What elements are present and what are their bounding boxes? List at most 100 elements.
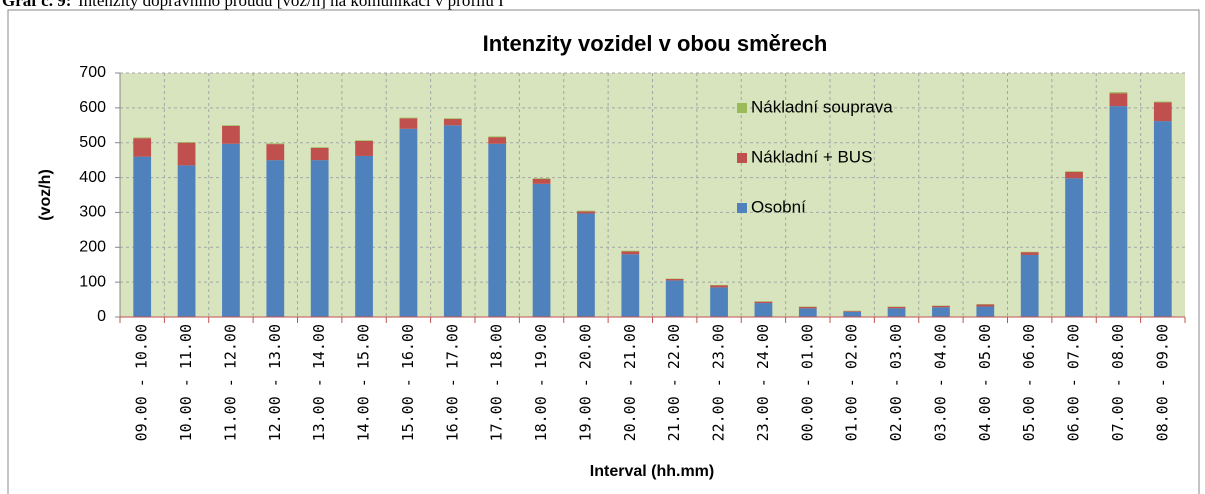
x-tick-label: 04.00 - 05.00 bbox=[976, 324, 994, 441]
x-tick-label: 07.00 - 08.00 bbox=[1109, 324, 1127, 441]
bar-segment bbox=[399, 118, 418, 129]
x-tick-label: 00.00 - 01.00 bbox=[798, 324, 816, 441]
x-tick-label: 10.00 - 11.00 bbox=[177, 324, 195, 441]
bar-segment bbox=[177, 142, 196, 166]
bar-segment bbox=[488, 143, 507, 317]
x-tick-label: 12.00 - 13.00 bbox=[266, 324, 284, 441]
x-tick-label: 15.00 - 16.00 bbox=[399, 324, 417, 441]
bar-segment bbox=[843, 311, 862, 317]
bar-segment bbox=[577, 213, 595, 317]
x-tick-label: 09.00 - 10.00 bbox=[133, 324, 151, 441]
y-tick-label: 100 bbox=[79, 273, 106, 290]
bar-segment bbox=[887, 306, 906, 309]
bar-segment bbox=[1020, 252, 1039, 255]
x-tick-label: 19.00 - 20.00 bbox=[576, 324, 594, 441]
x-tick-label: 06.00 - 07.00 bbox=[1065, 324, 1083, 441]
bar-segment bbox=[932, 307, 950, 317]
bar-segment bbox=[133, 138, 152, 157]
bar-segment bbox=[266, 160, 285, 317]
bar-segment bbox=[133, 156, 152, 317]
bar-segment bbox=[843, 311, 862, 312]
bar-segment bbox=[621, 250, 640, 252]
bar-segment bbox=[266, 144, 285, 161]
x-tick-label: 16.00 - 17.00 bbox=[443, 324, 461, 441]
bar-segment bbox=[887, 308, 906, 317]
bar-segment bbox=[443, 119, 462, 126]
bar-segment bbox=[798, 306, 817, 309]
bar-segment bbox=[532, 178, 551, 179]
legend-label: Nákladní souprava bbox=[751, 97, 893, 116]
bar-segment bbox=[621, 251, 640, 255]
bar-segment bbox=[1065, 171, 1083, 179]
bar-segment bbox=[532, 178, 551, 184]
legend-swatch bbox=[737, 103, 747, 113]
bar-segment bbox=[443, 118, 462, 120]
bar-segment bbox=[1153, 102, 1172, 122]
bar-segment bbox=[621, 254, 640, 317]
x-tick-label: 05.00 - 06.00 bbox=[1020, 324, 1038, 441]
bar-segment bbox=[665, 280, 684, 317]
bar-segment bbox=[310, 147, 329, 148]
y-tick-label: 600 bbox=[79, 99, 106, 116]
x-tick-label: 02.00 - 03.00 bbox=[887, 324, 905, 441]
bar-segment bbox=[710, 285, 728, 288]
legend-label: Nákladní + BUS bbox=[751, 147, 872, 166]
bar-segment bbox=[1153, 121, 1172, 317]
bar-segment bbox=[355, 140, 373, 141]
legend-swatch bbox=[737, 153, 747, 163]
bar-segment bbox=[1065, 178, 1083, 317]
bar-segment bbox=[1109, 92, 1128, 94]
bar-segment bbox=[133, 137, 152, 139]
bar-segment bbox=[399, 117, 418, 119]
x-tick-label: 21.00 - 22.00 bbox=[665, 324, 683, 441]
x-tick-label: 03.00 - 04.00 bbox=[931, 324, 949, 441]
bar-segment bbox=[488, 136, 507, 138]
bar-segment bbox=[976, 306, 995, 317]
bar-segment bbox=[177, 142, 196, 143]
bar-segment bbox=[754, 303, 773, 317]
bar-segment bbox=[710, 287, 728, 317]
bar-segment bbox=[532, 183, 551, 317]
bar-segment bbox=[222, 125, 240, 126]
x-tick-label: 14.00 - 15.00 bbox=[355, 324, 373, 441]
bar-segment bbox=[665, 279, 684, 281]
bar-segment bbox=[1109, 106, 1128, 317]
chart-title: Intenzity vozidel v obou směrech bbox=[483, 31, 828, 56]
bar-segment bbox=[310, 160, 329, 317]
bar-segment bbox=[1109, 93, 1128, 107]
bar-segment bbox=[443, 125, 462, 318]
y-axis-title: (voz/h) bbox=[37, 169, 54, 221]
x-tick-label: 17.00 - 18.00 bbox=[488, 324, 506, 441]
y-tick-label: 300 bbox=[79, 204, 106, 221]
bar-segment bbox=[932, 305, 950, 308]
bar-segment bbox=[355, 155, 373, 317]
x-tick-label: 18.00 - 19.00 bbox=[532, 324, 550, 441]
bar-segment bbox=[488, 137, 507, 144]
x-tick-label: 08.00 - 09.00 bbox=[1153, 324, 1171, 441]
x-tick-label: 22.00 - 23.00 bbox=[710, 324, 728, 441]
bar-segment bbox=[355, 140, 373, 156]
bar-segment bbox=[798, 308, 817, 317]
x-tick-label: 11.00 - 12.00 bbox=[221, 324, 239, 441]
bar-segment bbox=[976, 304, 995, 307]
bar-segment bbox=[266, 143, 285, 145]
x-tick-label: 13.00 - 14.00 bbox=[310, 324, 328, 441]
y-tick-label: 200 bbox=[79, 239, 106, 256]
y-tick-label: 0 bbox=[97, 308, 106, 325]
x-tick-label: 01.00 - 02.00 bbox=[843, 324, 861, 441]
y-tick-label: 500 bbox=[79, 134, 106, 151]
x-tick-label: 23.00 - 24.00 bbox=[754, 324, 772, 441]
bar-segment bbox=[1153, 101, 1172, 103]
bar-segment bbox=[577, 211, 595, 214]
bar-segment bbox=[222, 143, 240, 317]
bar-segment bbox=[1020, 254, 1039, 317]
bar-segment bbox=[577, 210, 595, 212]
caption-label: Graf č. 9: bbox=[2, 0, 71, 10]
y-tick-label: 700 bbox=[79, 64, 106, 81]
bar-segment bbox=[177, 165, 196, 317]
y-tick-label: 400 bbox=[79, 169, 106, 186]
bar-segment bbox=[222, 125, 240, 144]
bar-segment bbox=[310, 147, 329, 161]
legend-label: Osobní bbox=[751, 197, 806, 216]
